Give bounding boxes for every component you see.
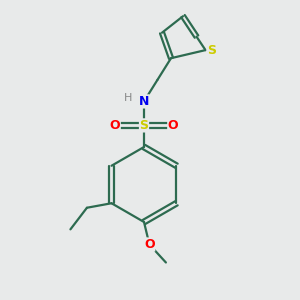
Text: N: N: [139, 95, 149, 108]
Text: S: S: [207, 44, 216, 57]
Text: H: H: [124, 93, 133, 103]
Text: S: S: [140, 119, 148, 132]
Text: O: O: [110, 119, 120, 132]
Text: O: O: [168, 119, 178, 132]
Text: O: O: [144, 238, 155, 251]
